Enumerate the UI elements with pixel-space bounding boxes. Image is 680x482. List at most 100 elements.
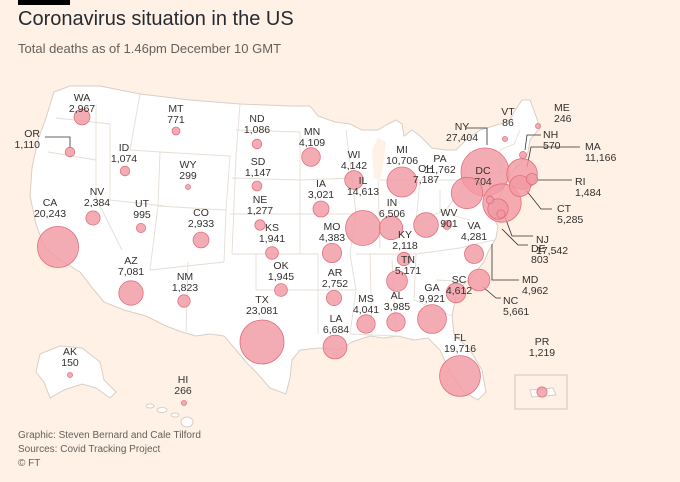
death-count-wv: 901 (440, 218, 458, 230)
label-md: MD 4,962 (522, 274, 548, 297)
bubble-oh (413, 212, 439, 238)
bubble-mt (171, 126, 181, 136)
bubble-ct (509, 175, 531, 197)
bubble-fl (439, 355, 481, 397)
label-ny: NY 27,404 (446, 121, 478, 144)
bubble-ne (254, 219, 266, 231)
death-count-nv: 2,384 (84, 197, 110, 209)
bubble-co (192, 231, 210, 249)
label-fl: FL 19,716 (444, 332, 476, 355)
label-al: AL 3,985 (384, 290, 410, 313)
state-code-hi: HI (178, 374, 189, 386)
bubble-hi (181, 400, 187, 406)
state-code-vt: VT (501, 106, 515, 118)
death-count-wa: 2,967 (69, 103, 95, 115)
label-wy: WY 299 (179, 159, 197, 182)
bubble-sc (445, 282, 467, 304)
death-count-oh: 7,187 (413, 174, 439, 186)
label-ri: RI 1,484 (575, 176, 601, 199)
state-code-nj: NJ (536, 234, 549, 246)
state-code-wi: WI (348, 149, 361, 161)
state-code-mt: MT (168, 103, 184, 115)
state-code-nd: ND (249, 113, 265, 125)
state-code-wv: WV (441, 207, 458, 219)
bubble-ms (356, 314, 376, 334)
state-code-pa: PA (433, 153, 446, 165)
label-ar: AR 2,752 (322, 267, 348, 290)
leader-or (45, 136, 71, 148)
label-ne: NE 1,277 (247, 194, 273, 217)
death-count-tx: 23,081 (246, 305, 278, 317)
death-count-pa: 11,762 (424, 164, 455, 176)
death-count-nj: 17,542 (536, 245, 568, 257)
death-count-ms: 4,041 (353, 304, 379, 316)
leader-nj (504, 216, 533, 237)
state-code-mn: MN (304, 126, 320, 138)
source-credit: Sources: Covid Tracking Project (18, 444, 161, 455)
death-count-ak: 150 (61, 357, 79, 369)
bubble-ar (325, 289, 342, 306)
bubble-la (322, 334, 348, 360)
contiguous-us-outline (29, 85, 541, 401)
state-code-pr: PR (535, 336, 550, 348)
bubble-nd (251, 138, 263, 150)
state-code-ma: MA (585, 141, 601, 153)
bubble-wi (344, 170, 364, 190)
bubble-pa (450, 176, 484, 210)
death-count-de: 803 (531, 254, 549, 266)
bubble-nv (85, 210, 101, 226)
bubble-mn (301, 147, 321, 167)
bubble-layer (37, 108, 548, 406)
label-la: LA 6,684 (323, 313, 349, 336)
death-count-nc: 5,661 (503, 306, 529, 318)
death-count-ar: 2,752 (322, 278, 348, 290)
death-count-vt: 86 (502, 117, 514, 129)
label-ky: KY 2,118 (392, 229, 418, 252)
puerto-rico-inset-box (514, 374, 568, 410)
label-sc: SC 4,612 (446, 274, 472, 297)
state-code-wa: WA (74, 92, 91, 104)
label-ks: KS 1,941 (259, 222, 285, 245)
label-ga: GA 9,921 (419, 282, 445, 305)
chart-subtitle: Total deaths as of 1.46pm December 10 GM… (18, 41, 282, 56)
land-layer (29, 85, 568, 428)
state-code-ky: KY (398, 229, 412, 241)
death-count-in: 6,506 (379, 208, 405, 220)
state-code-nv: NV (90, 186, 105, 198)
death-count-mi: 10,706 (386, 155, 418, 167)
state-code-az: AZ (124, 255, 138, 267)
label-de: DE 803 (531, 243, 549, 266)
state-code-or: OR (24, 128, 40, 140)
death-count-ma: 11,166 (585, 152, 616, 164)
death-count-sd: 1,147 (245, 167, 271, 179)
state-code-va: VA (467, 220, 480, 232)
bubble-wa (73, 108, 91, 126)
death-count-md: 4,962 (522, 285, 548, 297)
bubble-mi (386, 166, 418, 198)
death-count-co: 2,933 (188, 218, 214, 230)
bubble-me (535, 123, 541, 129)
state-code-tx: TX (255, 294, 268, 306)
death-count-il: 14,613 (347, 186, 379, 198)
state-code-ms: MS (358, 293, 374, 305)
death-count-ia: 3,021 (308, 189, 334, 201)
death-count-or: 1,110 (15, 139, 41, 151)
death-count-az: 7,081 (118, 266, 144, 278)
death-count-ne: 1,277 (247, 205, 273, 217)
death-count-wi: 4,142 (341, 160, 367, 172)
label-pr: PR 1,219 (529, 336, 555, 359)
bubble-az (118, 280, 144, 306)
bubble-in (378, 215, 404, 241)
state-code-nh: NH (543, 129, 558, 141)
state-code-ct: CT (557, 203, 572, 215)
label-ak: AK 150 (61, 346, 79, 369)
bubble-ks (265, 246, 279, 260)
label-nj: NJ 17,542 (536, 234, 568, 257)
leader-nh (524, 134, 541, 151)
state-code-sc: SC (452, 274, 467, 286)
label-ia: IA 3,021 (308, 178, 334, 201)
label-in: IN 6,506 (379, 197, 405, 220)
leader-ct (525, 189, 552, 210)
